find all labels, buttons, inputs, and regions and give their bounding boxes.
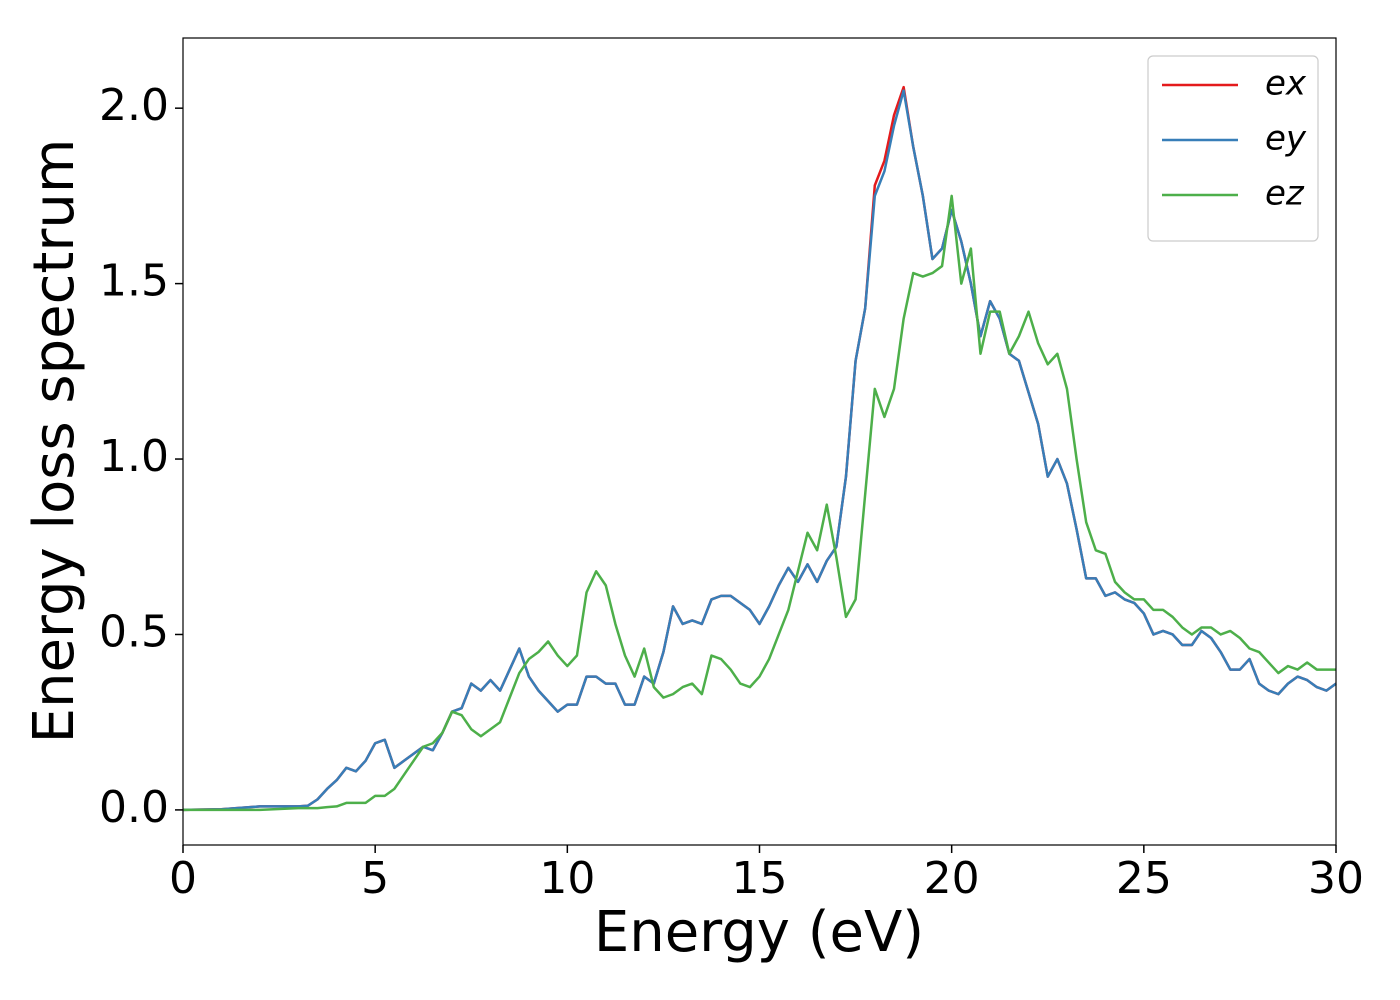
y-tick-label: 1.0: [99, 431, 169, 482]
y-tick-label: 0.0: [99, 782, 169, 833]
x-axis-label: Energy (eV): [594, 900, 924, 965]
y-tick-label: 2.0: [99, 80, 169, 131]
y-tick-label: 0.5: [99, 606, 169, 657]
x-tick-label: 15: [732, 853, 788, 904]
legend-label: ez: [1265, 174, 1305, 214]
x-tick-label: 10: [539, 853, 595, 904]
x-tick-label: 25: [1116, 853, 1172, 904]
x-tick-label: 0: [169, 853, 197, 904]
y-axis-label: Energy loss spectrum: [22, 139, 87, 744]
x-tick-label: 30: [1308, 853, 1364, 904]
plot-frame: [182, 37, 1337, 846]
legend-label: ey: [1265, 119, 1307, 159]
series-line: [183, 194, 1336, 812]
x-tick-label: 20: [924, 853, 980, 904]
x-tick-label: 5: [361, 853, 389, 904]
y-tick-label: 1.5: [99, 256, 169, 307]
legend-label: ex: [1265, 64, 1307, 104]
